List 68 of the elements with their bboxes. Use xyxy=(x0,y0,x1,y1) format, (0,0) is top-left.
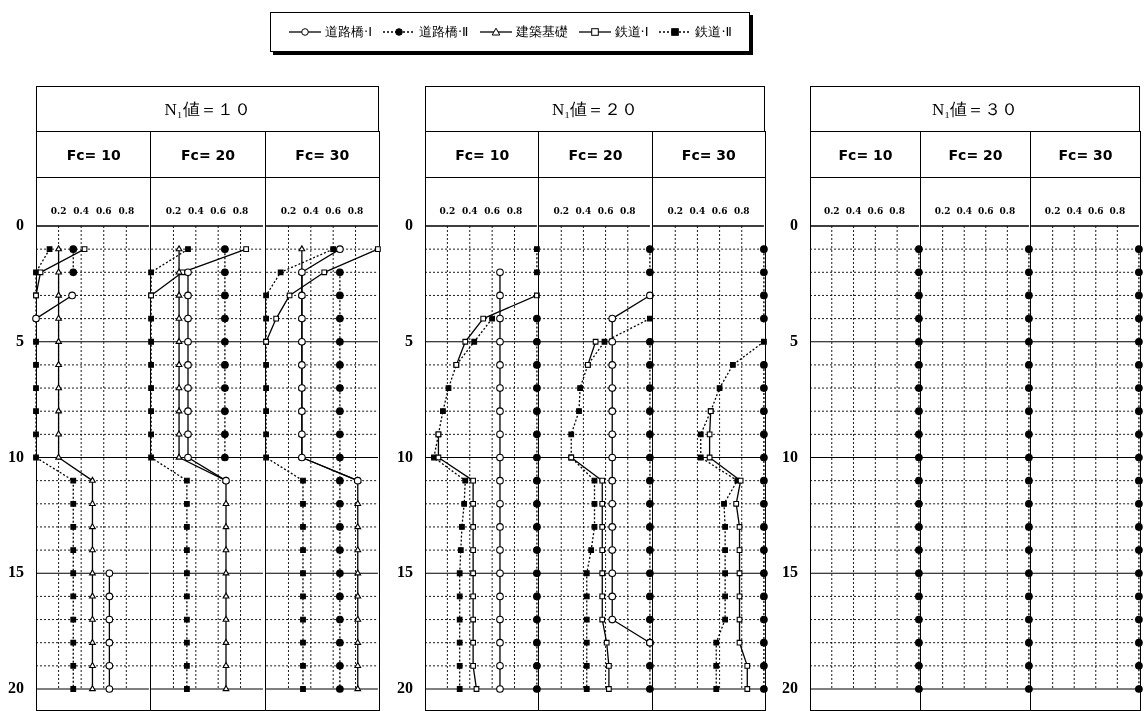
y-tick-label: 15 xyxy=(782,563,798,581)
x-tick-label: 0.6 xyxy=(598,205,614,216)
x-tick-label: 0.4 xyxy=(956,205,973,216)
x-tick-label: 0.2 xyxy=(439,205,456,216)
y-tick-label: 20 xyxy=(782,679,798,697)
x-tick-label: 0.8 xyxy=(620,205,636,216)
x-tick-label: 0.6 xyxy=(867,205,884,216)
y-tick-label: 20 xyxy=(397,679,413,697)
legend-label: 道路橋·Ⅰ xyxy=(324,23,372,41)
x-tick-label: 0.8 xyxy=(233,205,249,216)
x-tick-label: 0.8 xyxy=(118,205,135,216)
x-tick-label: 0.4 xyxy=(845,205,862,216)
y-tick-label: 0 xyxy=(405,216,413,234)
legend-label: 鉄道·Ⅱ xyxy=(694,23,732,41)
x-tick-label: 0.4 xyxy=(302,205,319,216)
x-tick-label: 0.8 xyxy=(999,205,1016,216)
chart-title: N₁値＝３０ xyxy=(931,98,1019,121)
x-tick-label: 0.2 xyxy=(553,205,570,216)
x-tick-label: 0.6 xyxy=(95,205,112,216)
x-tick-label: 0.6 xyxy=(1087,205,1104,216)
x-tick-label: 0.8 xyxy=(506,205,523,216)
x-tick-label: 0.2 xyxy=(1044,205,1061,216)
x-tick-label: 0.2 xyxy=(280,205,296,216)
x-tick-label: 0.8 xyxy=(733,205,750,216)
chart-title: N₁値＝１０ xyxy=(164,98,251,121)
x-tick-label: 0.2 xyxy=(823,205,840,216)
x-tick-label: 0.4 xyxy=(461,205,478,216)
x-tick-label: 0.4 xyxy=(689,205,705,216)
legend-label: 建築基礎 xyxy=(514,23,568,41)
x-tick-label: 0.8 xyxy=(347,205,364,216)
x-tick-label: 0.6 xyxy=(210,205,227,216)
legend-label: 鉄道·Ⅰ xyxy=(613,23,649,41)
y-tick-label: 0 xyxy=(790,216,798,234)
chart-subtitle: Fc= 30 xyxy=(681,146,736,163)
x-tick-label: 0.2 xyxy=(934,205,951,216)
y-tick-label: 0 xyxy=(16,216,24,234)
y-tick-label: 15 xyxy=(8,563,24,581)
chart-title: N₁値＝２０ xyxy=(551,98,639,121)
y-tick-label: 15 xyxy=(397,563,413,581)
y-tick-label: 10 xyxy=(397,447,413,465)
y-tick-label: 5 xyxy=(16,331,24,349)
chart-subtitle: Fc= 30 xyxy=(1058,146,1113,163)
x-tick-label: 0.6 xyxy=(711,205,728,216)
chart-subtitle: Fc= 10 xyxy=(838,146,893,163)
chart-subtitle: Fc= 10 xyxy=(66,146,121,163)
chart-subtitle: Fc= 20 xyxy=(948,146,1003,163)
y-tick-label: 5 xyxy=(405,331,413,349)
x-tick-label: 0.6 xyxy=(484,205,500,216)
chart-subtitle: Fc= 30 xyxy=(295,146,350,163)
y-tick-label: 10 xyxy=(8,447,24,465)
chart-subtitle: Fc= 10 xyxy=(455,146,510,163)
chart-subtitle: Fc= 20 xyxy=(181,146,235,163)
y-tick-label: 20 xyxy=(8,679,24,697)
x-tick-label: 0.8 xyxy=(1109,205,1126,216)
x-tick-label: 0.4 xyxy=(575,205,592,216)
x-tick-label: 0.6 xyxy=(325,205,341,216)
x-tick-label: 0.2 xyxy=(165,205,182,216)
x-tick-label: 0.6 xyxy=(977,205,994,216)
x-tick-label: 0.2 xyxy=(667,205,683,216)
legend-label: 道路橋·Ⅱ xyxy=(417,23,469,41)
x-tick-label: 0.4 xyxy=(188,205,204,216)
x-tick-label: 0.8 xyxy=(889,205,905,216)
y-tick-label: 10 xyxy=(782,447,798,465)
x-tick-label: 0.4 xyxy=(73,205,89,216)
x-tick-label: 0.4 xyxy=(1066,205,1083,216)
y-tick-label: 5 xyxy=(790,331,798,349)
chart-subtitle: Fc= 20 xyxy=(568,146,623,163)
x-tick-label: 0.2 xyxy=(50,205,67,216)
